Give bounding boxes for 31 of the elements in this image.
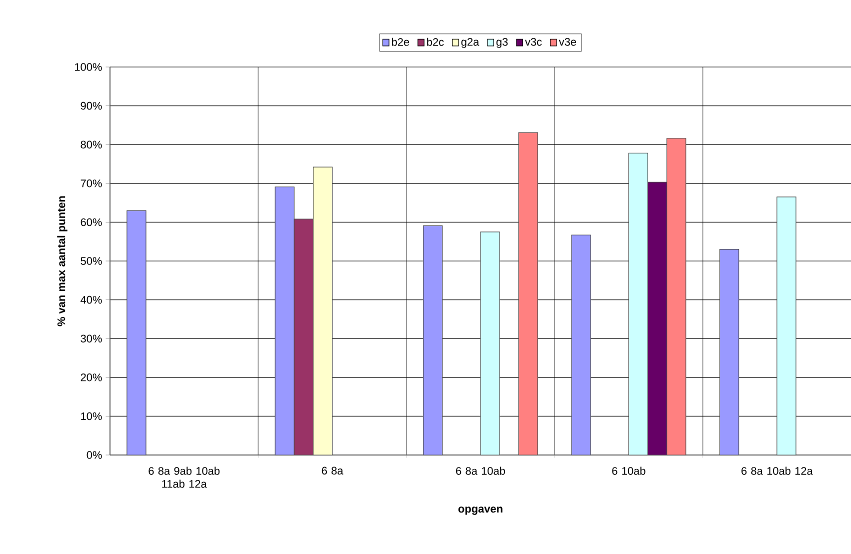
- y-tick-label: 20%: [80, 374, 102, 382]
- legend-label: b2c: [427, 38, 444, 46]
- y-tick-label: 10%: [81, 412, 102, 420]
- y-axis-title: % van max aantal punten: [57, 196, 68, 326]
- bar: [719, 249, 740, 456]
- bar: [126, 210, 146, 456]
- x-axis-title: opgaven: [458, 506, 502, 515]
- legend-label: g3: [496, 38, 508, 48]
- y-tick-label: 50%: [80, 257, 102, 265]
- bar: [518, 132, 538, 456]
- legend-label: b2e: [392, 38, 410, 46]
- bar: [480, 232, 500, 456]
- x-tick-label: 6 10ab: [612, 466, 646, 475]
- y-tick-label: 30%: [80, 334, 102, 342]
- y-tick-label: 40%: [80, 296, 102, 304]
- x-tick-label: 6 8a 10ab: [456, 466, 505, 475]
- x-tick-label: 6 8a 10ab 12a: [742, 466, 813, 475]
- y-tick-label: 0%: [86, 451, 102, 459]
- y-tick-label: 60%: [80, 218, 102, 226]
- y-tick-label: 100%: [75, 63, 102, 71]
- bar: [776, 196, 796, 456]
- legend-label: v3e: [558, 38, 576, 46]
- y-tick-label: 70%: [80, 180, 102, 188]
- bar: [423, 225, 443, 456]
- x-tick-label: 6 8a: [322, 466, 344, 475]
- legend-label: g2a: [461, 38, 480, 48]
- y-tick-label: 90%: [80, 102, 102, 110]
- y-tick-label: 80%: [80, 140, 102, 148]
- legend-label: v3c: [525, 38, 542, 46]
- bar: [571, 234, 591, 456]
- x-tick-label: 6 8a 9ab 10ab 11ab 12a: [148, 466, 220, 488]
